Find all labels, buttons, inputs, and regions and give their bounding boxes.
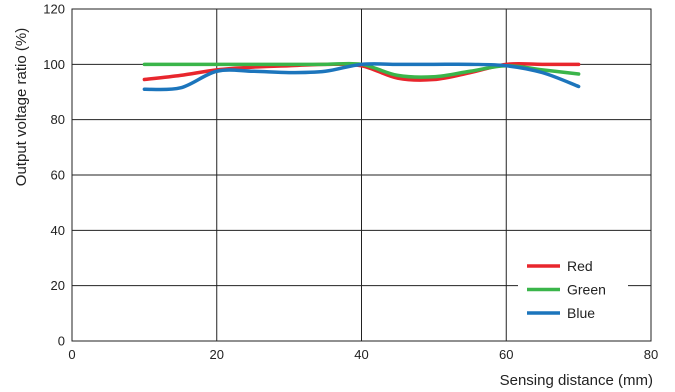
legend-label-blue: Blue <box>567 305 595 321</box>
tick-labels: 0 20 40 60 80 0 20 40 60 80 100 120 <box>43 2 658 363</box>
y-tick-label: 40 <box>51 223 65 238</box>
series-line-blue <box>142 62 581 92</box>
x-tick-label: 0 <box>68 347 75 362</box>
x-axis-label: Sensing distance (mm) <box>500 372 653 389</box>
legend-label-red: Red <box>567 258 593 274</box>
y-tick-label: 60 <box>51 168 65 183</box>
series-lines <box>142 61 581 92</box>
x-tick-label: 40 <box>354 347 368 362</box>
legend-label-green: Green <box>567 282 606 298</box>
y-tick-label: 20 <box>51 278 65 293</box>
y-tick-label: 100 <box>43 57 65 72</box>
x-tick-label: 60 <box>499 347 513 362</box>
y-tick-label: 0 <box>58 334 65 349</box>
y-tick-label: 80 <box>51 112 65 127</box>
y-tick-label: 120 <box>43 2 65 17</box>
x-tick-label: 20 <box>210 347 224 362</box>
legend: Red Green Blue <box>518 250 628 326</box>
x-tick-label: 80 <box>644 347 658 362</box>
plot-area-frame <box>71 8 652 342</box>
y-axis-label: Output voltage ratio (%) <box>13 28 30 186</box>
